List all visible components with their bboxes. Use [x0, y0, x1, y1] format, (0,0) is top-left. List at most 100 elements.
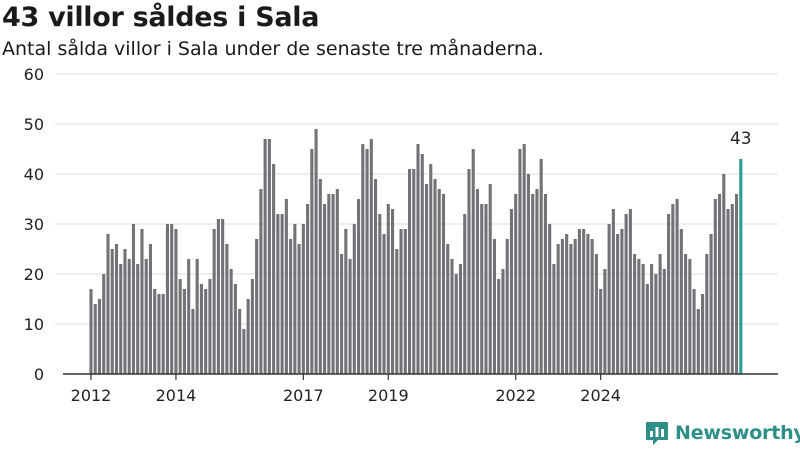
bar [701, 294, 705, 374]
bar [722, 174, 726, 374]
bar [187, 259, 191, 374]
bar [212, 229, 216, 374]
bar [586, 234, 590, 374]
bar [424, 184, 429, 374]
bar [263, 139, 267, 374]
bar [633, 254, 637, 374]
bar [293, 224, 297, 374]
bar [539, 159, 543, 374]
bar [446, 244, 450, 374]
highlight-data-label: 43 [730, 129, 752, 149]
bar [433, 179, 437, 374]
bar [526, 174, 530, 374]
y-tick-label: 50 [24, 115, 44, 134]
bar [599, 289, 603, 374]
bar [620, 229, 624, 374]
bar [306, 204, 310, 374]
y-tick-label: 30 [24, 215, 44, 234]
y-tick-label: 20 [24, 265, 44, 284]
bar [123, 249, 127, 374]
bar [569, 244, 573, 374]
bar [390, 209, 395, 374]
bar [692, 289, 696, 374]
bar [114, 244, 119, 374]
bar [250, 279, 254, 374]
bar [174, 229, 178, 374]
bar [488, 184, 492, 374]
bar [267, 139, 271, 374]
bar [437, 189, 441, 374]
bar [603, 269, 607, 374]
bar [667, 214, 671, 374]
bar [369, 139, 373, 374]
bar [165, 224, 169, 374]
y-tick-label: 0 [34, 365, 44, 384]
newsworthy-logo: Newsworthy [645, 419, 800, 447]
bar [89, 289, 93, 374]
bar [412, 169, 416, 374]
bar [467, 169, 471, 374]
bar [671, 204, 675, 374]
bar [365, 149, 369, 374]
bar [238, 309, 242, 374]
y-tick-label: 40 [24, 165, 44, 184]
bar [195, 259, 199, 374]
bar [246, 299, 250, 374]
bar [221, 219, 225, 374]
bar [458, 264, 463, 374]
bar [730, 204, 734, 374]
bar [688, 259, 692, 374]
bar [348, 259, 352, 374]
bar [718, 194, 722, 374]
bar [276, 214, 280, 374]
bar [399, 229, 403, 374]
bar [658, 254, 662, 374]
bar [259, 189, 263, 374]
y-axis-tick-labels: 0 10 20 30 40 50 60 [24, 65, 44, 384]
bar [216, 219, 220, 374]
bar [684, 254, 688, 374]
bar [726, 209, 730, 374]
bar [131, 224, 136, 374]
bar [352, 224, 356, 374]
bar [607, 224, 611, 374]
bar [204, 289, 208, 374]
bar [170, 224, 174, 374]
bar [318, 179, 322, 374]
bar [624, 214, 628, 374]
bar [463, 214, 467, 374]
x-tick-label: 2022 [495, 386, 536, 405]
bar [284, 199, 288, 374]
bar [675, 199, 679, 374]
bar [514, 194, 518, 374]
bar [654, 274, 658, 374]
bar [497, 279, 501, 374]
bar [509, 209, 514, 374]
bar [395, 249, 399, 374]
bar [119, 264, 123, 374]
bar [97, 299, 102, 374]
bar [157, 294, 161, 374]
bar [641, 264, 645, 374]
bar [471, 149, 475, 374]
bar [378, 214, 382, 374]
bar [191, 309, 195, 374]
bar [475, 189, 480, 374]
bar [590, 239, 594, 374]
x-tick-label: 2017 [283, 386, 324, 405]
bar [582, 229, 586, 374]
bar [492, 239, 497, 374]
bar [361, 144, 365, 374]
bar [560, 239, 564, 374]
highlight-bar [739, 159, 743, 374]
x-tick-label: 2014 [156, 386, 197, 405]
bar [182, 289, 186, 374]
bar [556, 244, 560, 374]
bar [144, 259, 148, 374]
bar [178, 279, 182, 374]
bar [501, 269, 505, 374]
x-axis: 2012 2014 2017 2019 2022 2024 [63, 373, 778, 405]
newsworthy-logo-icon [646, 422, 668, 445]
bar [136, 264, 140, 374]
